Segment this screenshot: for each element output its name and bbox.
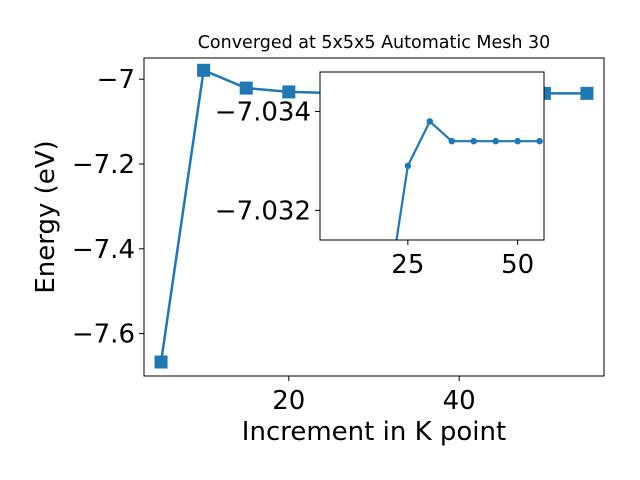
inset-data-point bbox=[514, 137, 521, 145]
main-data-point bbox=[154, 355, 168, 369]
inset-x-tick-label: 50 bbox=[501, 250, 534, 280]
inset-y-tick-label: −7.034 bbox=[215, 98, 311, 128]
inset-y-tick-label: −7.032 bbox=[215, 196, 311, 226]
main-x-tick-label: 40 bbox=[443, 386, 476, 416]
main-y-tick-label: −7 bbox=[97, 65, 135, 95]
inset-x-ticks: 25 50 bbox=[391, 240, 534, 280]
inset-series-line bbox=[395, 120, 540, 240]
inset-series-clip bbox=[395, 118, 543, 240]
main-y-tick-label: −7.2 bbox=[72, 150, 135, 180]
x-axis-label: Increment in K point bbox=[242, 417, 506, 447]
main-data-point bbox=[282, 85, 296, 99]
inset-x-tick-label: 25 bbox=[391, 250, 424, 280]
inset-data-point bbox=[536, 137, 543, 145]
inset-data-point bbox=[470, 137, 477, 145]
inset-data-point bbox=[492, 137, 499, 145]
y-axis-label: Energy (eV) bbox=[31, 140, 61, 293]
inset-plot: 25 50 −7.034 −7.032 bbox=[215, 71, 545, 280]
main-data-point bbox=[239, 81, 253, 95]
main-plot-frame bbox=[143, 57, 605, 377]
inset-plot-frame bbox=[319, 71, 545, 241]
inset-background bbox=[320, 72, 544, 240]
main-data-point bbox=[197, 63, 211, 77]
inset-data-point bbox=[404, 162, 412, 170]
inset-data-point bbox=[426, 118, 434, 125]
inset-series bbox=[395, 118, 543, 240]
chart-title: Converged at 5x5x5 Automatic Mesh 30 bbox=[198, 33, 551, 53]
main-y-tick-label: −7.6 bbox=[72, 320, 135, 350]
main-x-tick-label: 20 bbox=[272, 386, 305, 416]
inset-y-ticks: −7.034 −7.032 bbox=[215, 98, 320, 226]
main-y-tick-label: −7.4 bbox=[72, 235, 135, 265]
main-x-ticks: 20 40 bbox=[272, 376, 476, 416]
main-data-point bbox=[580, 86, 594, 100]
main-y-ticks: −7 −7.2 −7.4 −7.6 bbox=[72, 65, 144, 350]
inset-data-point bbox=[448, 137, 456, 145]
